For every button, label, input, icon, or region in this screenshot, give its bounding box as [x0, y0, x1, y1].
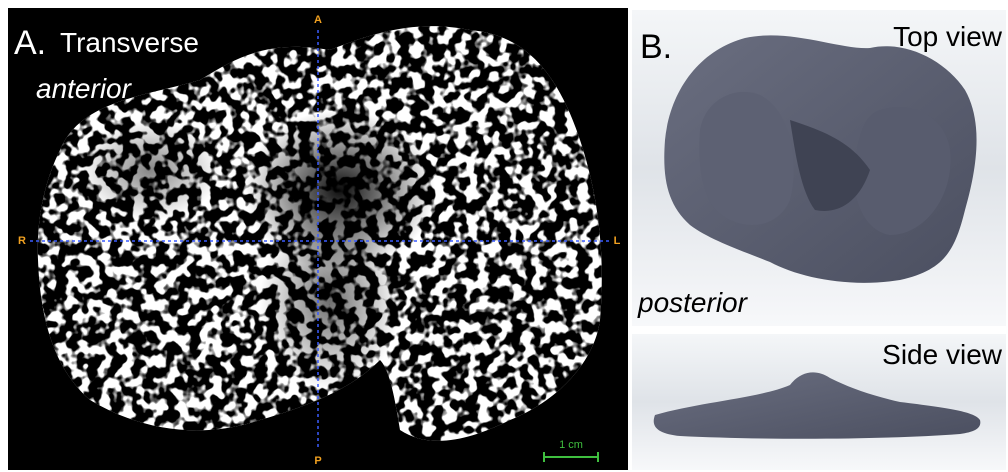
orientation-label: R [18, 235, 26, 247]
orientation-label: P [314, 455, 321, 467]
panel-label: A. [14, 24, 46, 62]
panel-b-side: Side view [632, 334, 1006, 470]
panel-a: A P R L 1 cm A. Transverse anterior [8, 8, 628, 470]
panel-b-top: B. Top view posterior [632, 10, 1006, 326]
orientation-label: A [314, 14, 322, 26]
view-title: Top view [893, 21, 1003, 52]
view-title: Side view [882, 339, 1003, 370]
panel-label: B. [640, 28, 672, 66]
panel-title: Transverse [60, 27, 199, 58]
orientation-label: L [614, 235, 621, 247]
scale-label: 1 cm [559, 439, 583, 451]
direction-label: anterior [36, 73, 133, 104]
direction-label: posterior [637, 287, 749, 318]
page: A P R L 1 cm A. Transverse anterior B. T… [0, 0, 1008, 472]
figure: A P R L 1 cm A. Transverse anterior B. T… [0, 0, 1008, 472]
